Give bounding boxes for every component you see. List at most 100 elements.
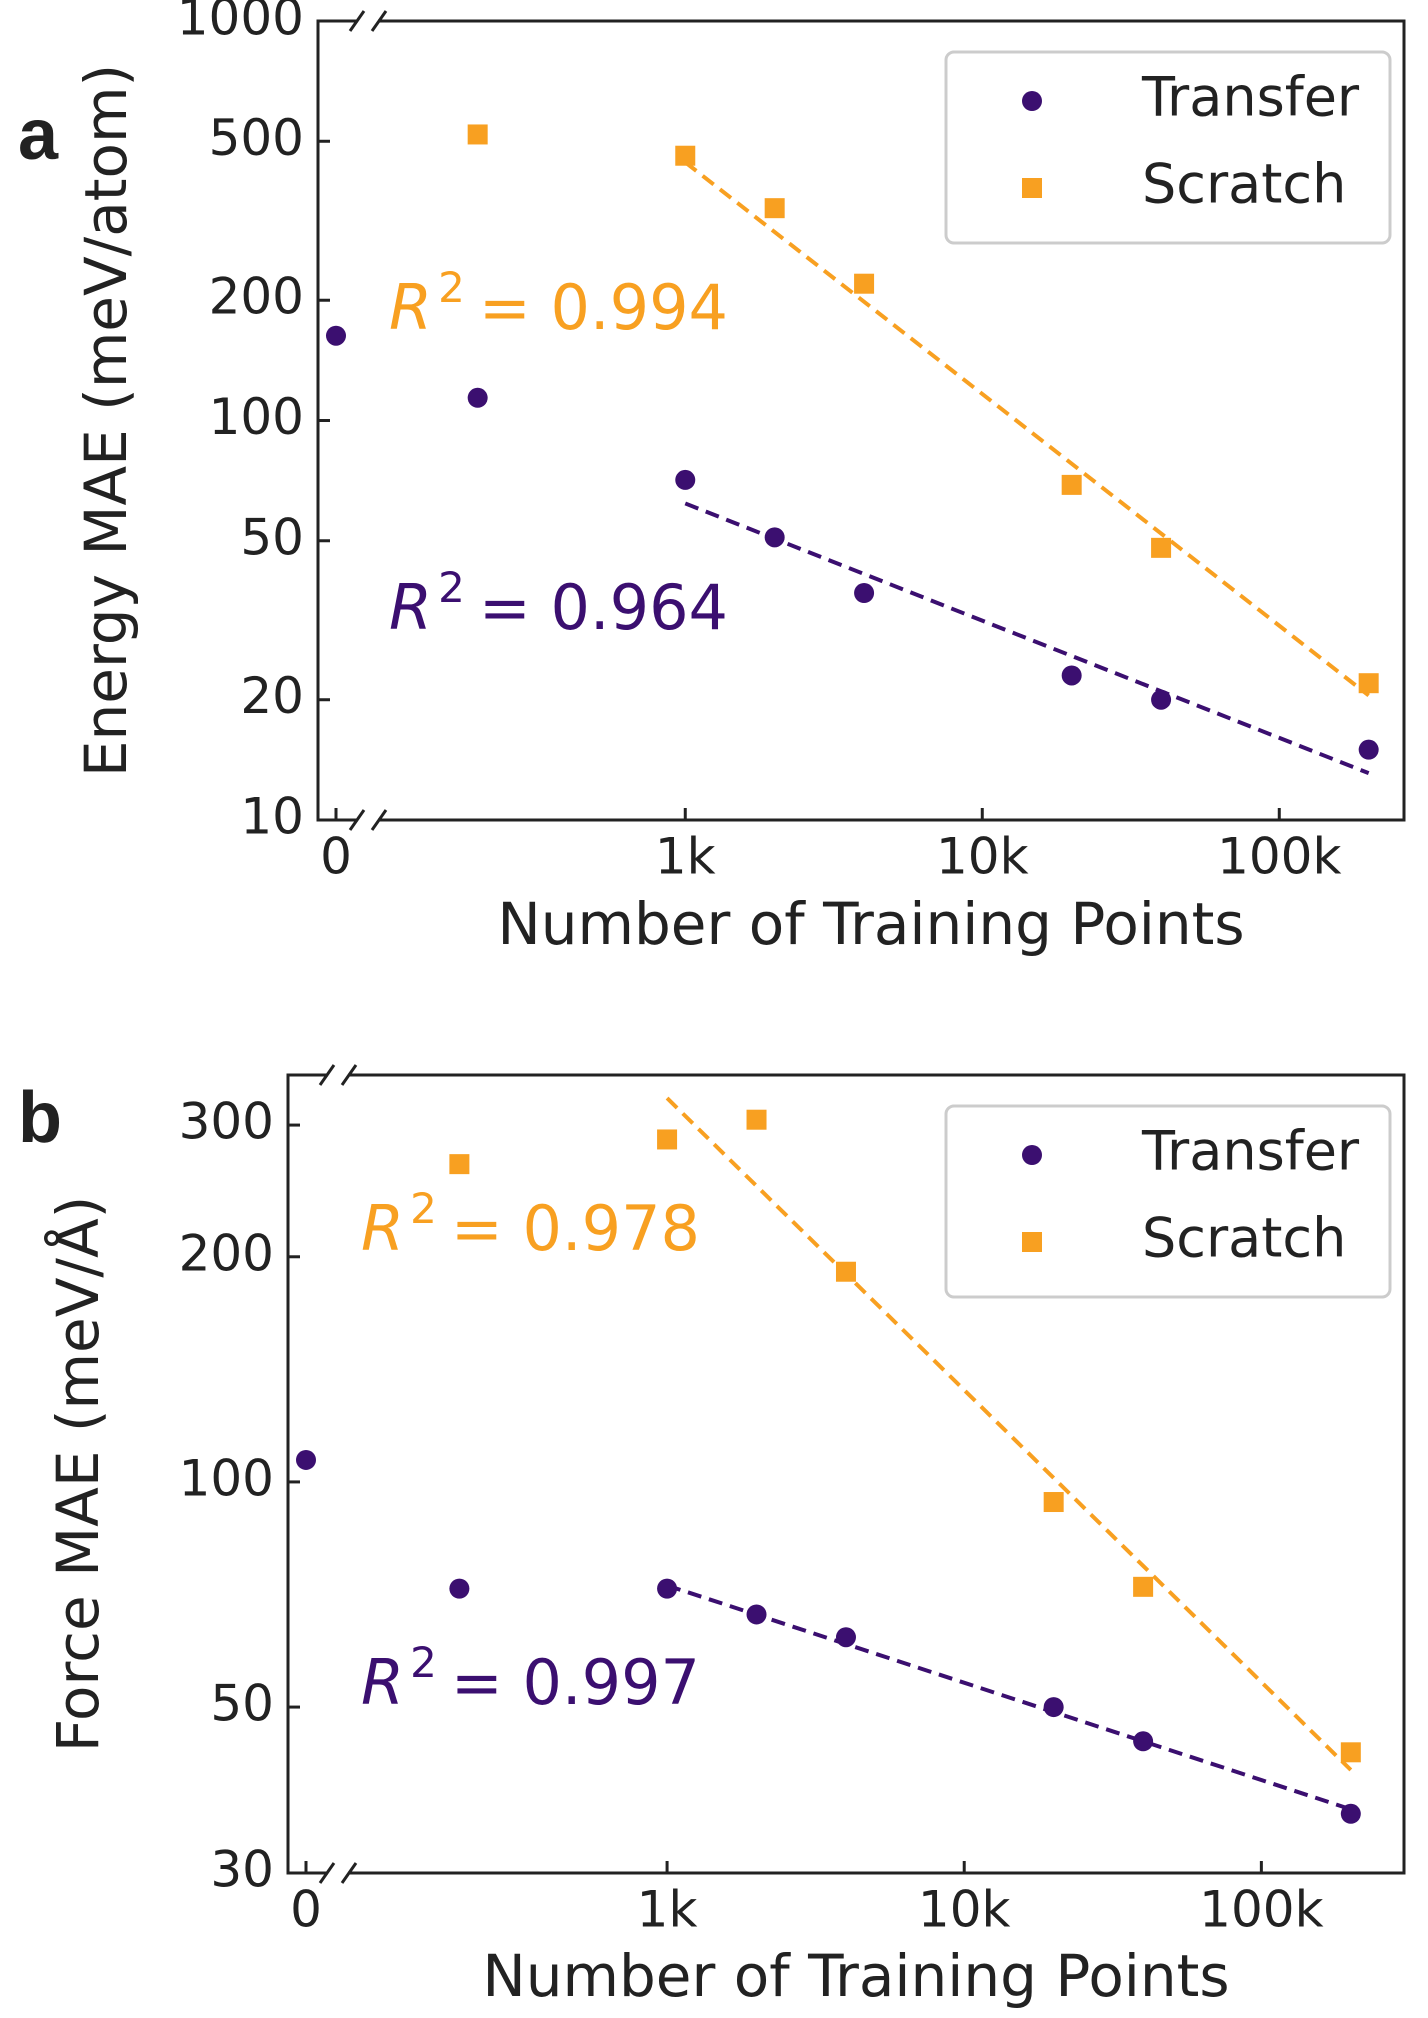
legend-marker (1022, 1232, 1042, 1252)
r-symbol: R (361, 1646, 404, 1719)
transfer-point (675, 469, 696, 490)
y-tick-label: 200 (209, 268, 304, 326)
y-tick-label: 100 (179, 1449, 274, 1507)
transfer-point (1133, 1731, 1154, 1752)
legend-label: Scratch (1142, 153, 1346, 216)
r-symbol: R (389, 571, 432, 644)
axis-break-mark (370, 809, 388, 831)
x-tick-label: 1k (637, 1881, 698, 1939)
legend-marker (1022, 1145, 1042, 1165)
scratch-point (835, 1261, 856, 1282)
scratch-point (1151, 537, 1172, 558)
y-tick-label: 10 (240, 788, 304, 846)
r-squared-label: R 2 = 0.997 (361, 1638, 700, 1720)
r-symbol: R (361, 1192, 404, 1265)
fit-line (684, 501, 1370, 776)
x-tick-label: 10k (936, 828, 1029, 886)
y-tick-label: 500 (209, 109, 304, 167)
axis-break-mark (348, 10, 366, 32)
r-squared-label: R 2 = 0.978 (361, 1184, 700, 1266)
x-tick-label: 0 (320, 828, 352, 886)
transfer-point (449, 1578, 470, 1599)
y-tick-label: 100 (209, 388, 304, 446)
transfer-point (467, 387, 488, 408)
x-tick-label: 100k (1217, 828, 1341, 886)
r-exponent: 2 (410, 1638, 437, 1687)
y-tick-label: 20 (240, 667, 304, 725)
transfer-point (835, 1627, 856, 1648)
axis-break-mark (340, 1064, 358, 1086)
r-value: = 0.994 (479, 271, 728, 344)
axis-break-gap (328, 1869, 348, 1877)
scratch-point (764, 198, 785, 219)
scratch-point (854, 273, 875, 294)
scratch-point (449, 1154, 470, 1175)
scratch-point (1340, 1742, 1361, 1763)
x-axis-label: Number of Training Points (482, 1942, 1229, 2010)
transfer-point (1151, 689, 1172, 710)
x-tick-label: 100k (1199, 1881, 1323, 1939)
x-tick-label: 10k (918, 1881, 1011, 1939)
legend-label: Scratch (1142, 1207, 1346, 1270)
legend-box (944, 1104, 1392, 1299)
fit-line (666, 1583, 1352, 1812)
scratch-point (1061, 474, 1082, 495)
transfer-point (854, 583, 875, 604)
transfer-point (1043, 1697, 1064, 1718)
transfer-point (1061, 665, 1082, 686)
axis-break-gap (358, 17, 378, 25)
r-symbol: R (389, 271, 432, 344)
y-tick-label: 300 (179, 1093, 274, 1151)
transfer-point (764, 527, 785, 548)
fit-line (665, 1096, 1353, 1772)
legend-label: Transfer (1141, 1120, 1360, 1183)
axis-break-mark (370, 10, 388, 32)
y-axis-label: Energy MAE (meV/atom) (72, 64, 140, 777)
r-exponent: 2 (410, 1184, 437, 1233)
axis-break-mark (340, 1862, 358, 1884)
y-tick-label: 200 (179, 1224, 274, 1282)
transfer-point (657, 1578, 678, 1599)
panel-label: a (18, 95, 59, 175)
transfer-point (1358, 739, 1379, 760)
plot-frame (286, 1073, 1406, 1875)
transfer-point (326, 325, 346, 346)
scratch-point (1358, 673, 1379, 694)
x-tick-label: 1k (655, 828, 716, 886)
y-tick-label: 1000 (177, 0, 304, 47)
legend-box (944, 50, 1392, 245)
y-tick-label: 30 (210, 1841, 274, 1899)
x-tick-label: 0 (290, 1881, 322, 1939)
panel-label: b (18, 1078, 62, 1158)
r-value: = 0.964 (479, 571, 728, 644)
scratch-point (467, 124, 488, 145)
transfer-point (296, 1449, 316, 1470)
y-tick-label: 50 (210, 1675, 274, 1733)
axis-break-mark (348, 809, 366, 831)
scratch-point (746, 1109, 767, 1130)
axis-break-mark (318, 1862, 336, 1884)
r-value: = 0.978 (451, 1192, 700, 1265)
r-squared-label: R 2 = 0.994 (389, 263, 728, 345)
scratch-point (657, 1129, 678, 1150)
legend-label: Transfer (1141, 66, 1360, 129)
r-exponent: 2 (438, 563, 465, 612)
legend-marker (1022, 91, 1042, 111)
axis-break-gap (328, 1071, 348, 1079)
r-squared-label: R 2 = 0.964 (389, 563, 728, 645)
r-exponent: 2 (438, 263, 465, 312)
fit-line (684, 160, 1370, 698)
y-axis-label: Force MAE (meV/Å) (43, 1196, 112, 1753)
transfer-point (1340, 1803, 1361, 1824)
scratch-point (675, 145, 696, 166)
axis-break-mark (318, 1064, 336, 1086)
transfer-point (746, 1604, 767, 1625)
r-value: = 0.997 (451, 1646, 700, 1719)
scratch-point (1133, 1576, 1154, 1597)
scratch-point (1043, 1492, 1064, 1513)
x-axis-label: Number of Training Points (497, 890, 1244, 958)
axis-break-gap (358, 816, 378, 824)
legend-marker (1022, 178, 1042, 198)
y-tick-label: 50 (240, 508, 304, 566)
